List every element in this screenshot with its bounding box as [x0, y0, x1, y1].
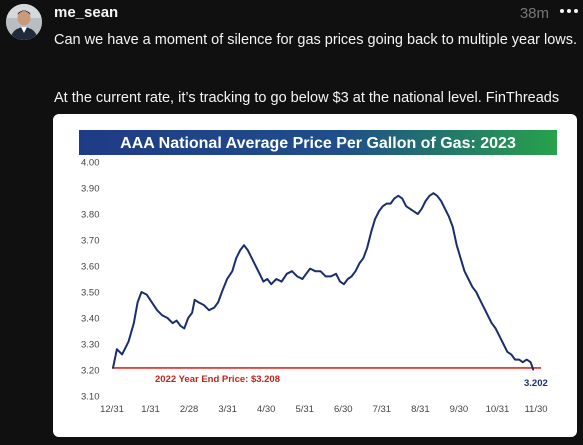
x-tick-label: 4/30 [257, 404, 276, 415]
dot [560, 9, 564, 13]
y-tick-label: 3.20 [81, 366, 100, 377]
y-tick-label: 3.10 [81, 392, 100, 403]
x-axis-ticks: 12/31 1/31 2/28 3/31 4/30 5/31 6/30 7/31 8/31 9/3… [100, 404, 547, 415]
more-options-icon[interactable] [555, 0, 583, 22]
x-tick-label: 3/31 [218, 404, 237, 415]
chart-image-card[interactable]: AAA National Average Price Per Gallon of… [53, 114, 577, 437]
series-line [112, 192, 535, 371]
dot [567, 9, 571, 13]
gas-price-chart: AAA National Average Price Per Gallon of… [79, 130, 557, 415]
y-tick-label: 3.80 [81, 210, 100, 221]
post-text-line2: At the current rate, it’s tracking to go… [54, 90, 560, 106]
x-tick-label: 8/31 [411, 404, 430, 415]
y-tick-label: 3.60 [81, 262, 100, 273]
chart-title: AAA National Average Price Per Gallon of… [120, 135, 516, 152]
user-avatar[interactable] [6, 4, 42, 40]
end-value-label: 3.202 [524, 378, 548, 389]
x-tick-label: 2/28 [180, 404, 199, 415]
y-tick-label: 3.70 [81, 236, 100, 247]
y-tick-label: 4.00 [81, 158, 100, 169]
post-text-line1: Can we have a moment of silence for gas … [54, 32, 578, 48]
x-tick-label: 10/31 [486, 404, 510, 415]
reference-line-label: 2022 Year End Price: $3.208 [155, 374, 280, 385]
y-tick-label: 3.90 [81, 184, 100, 195]
dot [574, 9, 578, 13]
y-tick-label: 3.40 [81, 314, 100, 325]
y-tick-label: 3.50 [81, 288, 100, 299]
username[interactable]: me_sean [54, 4, 119, 21]
chart-title-banner [79, 130, 557, 155]
x-tick-label: 9/30 [450, 404, 469, 415]
x-tick-label: 1/31 [141, 404, 160, 415]
x-tick-label: 6/30 [334, 404, 353, 415]
x-tick-label: 7/31 [373, 404, 392, 415]
chart-marks: 2022 Year End Price: $3.208 3.202 [112, 192, 548, 389]
x-tick-label: 12/31 [100, 404, 124, 415]
y-axis-ticks: 4.00 3.90 3.80 3.70 3.60 3.50 3.40 3.30 3.20 3.10 [81, 158, 100, 403]
timestamp: 38m [519, 5, 549, 22]
y-tick-label: 3.30 [81, 340, 100, 351]
x-tick-label: 11/30 [524, 404, 547, 415]
x-tick-label: 5/31 [295, 404, 314, 415]
